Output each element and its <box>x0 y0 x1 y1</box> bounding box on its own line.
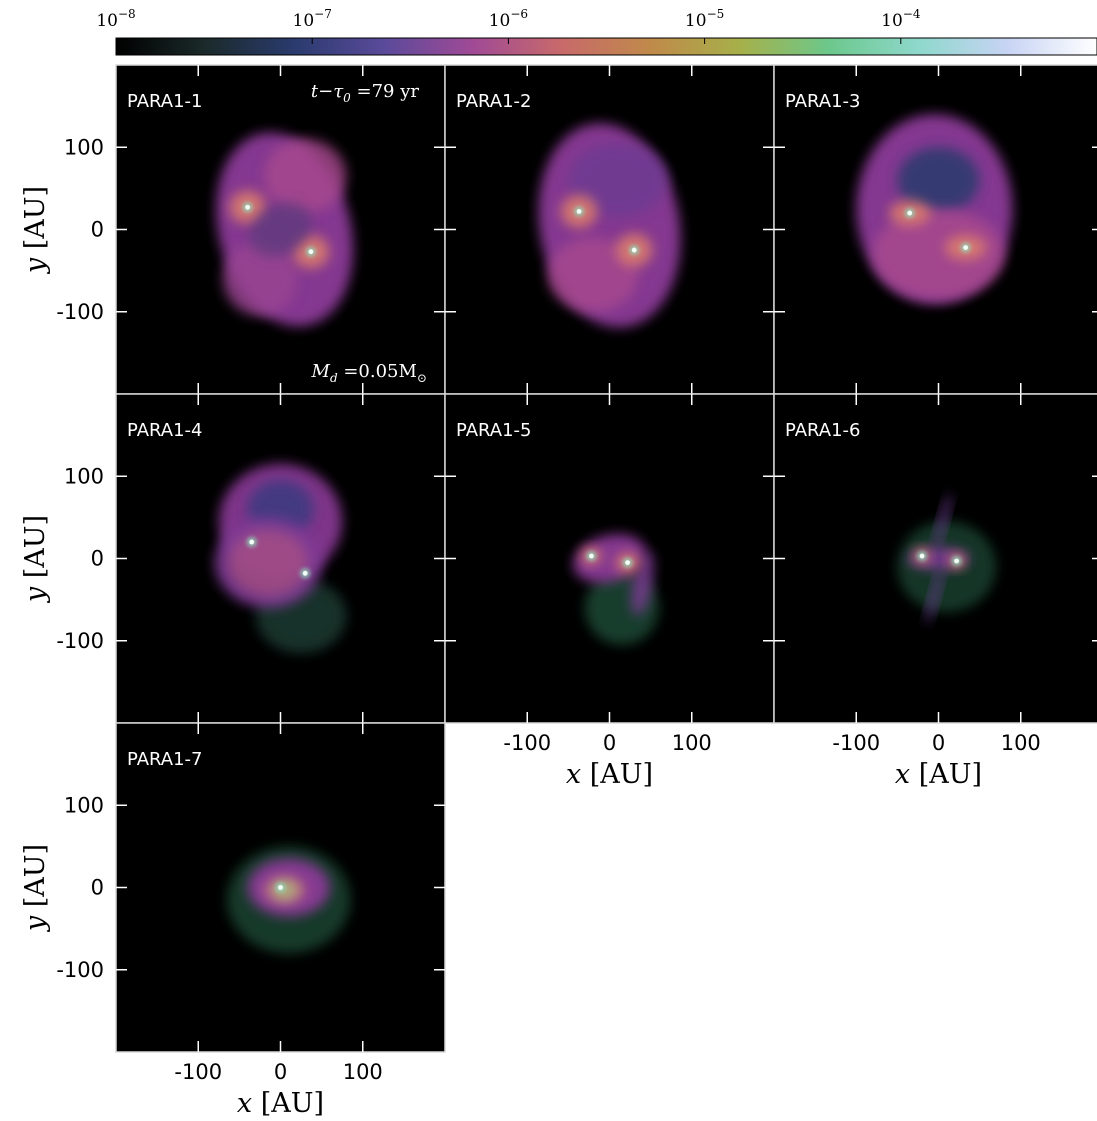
panel-para1-7: PARA1-7 100 0 -100 -100 0 100 <box>56 722 446 1084</box>
y-tick-label: 0 <box>91 547 104 571</box>
colorbar-tick-label: 10−4 <box>881 7 921 31</box>
density-region <box>568 143 668 218</box>
protostar-marker <box>631 247 637 253</box>
protostar-marker <box>278 885 283 890</box>
x-tick-label: 100 <box>1001 731 1041 755</box>
panel-label: PARA1-4 <box>127 420 203 441</box>
panel-label: PARA1-5 <box>456 420 532 441</box>
y-tick-label: 100 <box>64 135 104 159</box>
density-region <box>222 241 297 316</box>
panel-label: PARA1-1 <box>127 91 203 112</box>
axis-labels: y [AU] y [AU] y [AU] x [AU] x [AU] x [AU] <box>20 186 982 1119</box>
x-tick-label: 100 <box>672 731 712 755</box>
y-axis-label: y [AU] <box>20 186 51 274</box>
panel-para1-2: PARA1-2 <box>444 64 775 395</box>
x-tick-label: 0 <box>932 731 945 755</box>
panel-para1-6: PARA1-6 -100 0 100 <box>773 393 1097 755</box>
y-tick-label: 100 <box>64 793 104 817</box>
density-region <box>547 237 639 312</box>
protostar-marker <box>963 245 969 250</box>
colorbar-tick-label: 10−8 <box>96 7 135 31</box>
x-tick-label: -100 <box>832 731 880 755</box>
y-axis-label: y [AU] <box>20 515 51 603</box>
colorbar-gradient <box>115 37 1097 56</box>
y-tick-label: -100 <box>56 958 104 982</box>
protostar-marker <box>302 570 308 576</box>
y-tick-label: 100 <box>64 464 104 488</box>
panel-label: PARA1-3 <box>785 91 861 112</box>
colorbar-tick-label: 10−7 <box>293 7 332 31</box>
panel-label: PARA1-6 <box>785 420 861 441</box>
density-region <box>249 202 312 257</box>
x-tick-label: 0 <box>274 1060 287 1084</box>
colorbar-tick-label: 10−5 <box>685 7 724 31</box>
density-region <box>897 147 980 214</box>
panel-label: PARA1-7 <box>127 749 203 770</box>
y-tick-label: -100 <box>56 300 104 324</box>
protostar-marker <box>576 209 582 214</box>
y-tick-label: -100 <box>56 629 104 653</box>
protostar-marker <box>625 560 630 566</box>
protostar-marker <box>249 539 255 545</box>
panel-para1-5: PARA1-5 -100 0 100 <box>444 393 775 755</box>
panel-para1-4: PARA1-4 100 0 -100 <box>56 393 446 724</box>
protostar-marker <box>919 553 925 559</box>
panel-label: PARA1-2 <box>456 91 532 112</box>
panel-para1-1: PARA1-1 100 0 -100 t−τ0 =79 yr Md =0.05M⊙ <box>56 64 446 395</box>
protostar-marker <box>954 558 959 564</box>
x-axis-label: x [AU] <box>237 1088 324 1119</box>
x-axis-label: x [AU] <box>566 759 653 790</box>
x-tick-label: 0 <box>603 731 616 755</box>
x-axis-label: x [AU] <box>895 759 982 790</box>
y-axis-label: y [AU] <box>20 844 51 932</box>
density-region <box>925 567 943 624</box>
colorbar-tick-label: 10−6 <box>489 7 528 31</box>
time-annotation: t−τ0 =79 yr <box>311 81 420 105</box>
protostar-marker <box>308 249 314 255</box>
x-tick-label: -100 <box>503 731 551 755</box>
colorbar: 10−8 10−7 10−6 10−5 10−4 <box>96 7 1097 56</box>
protostar-marker <box>589 553 594 559</box>
density-region <box>228 529 308 596</box>
mass-annotation: Md =0.05M⊙ <box>311 361 428 385</box>
density-region <box>872 208 1005 300</box>
x-tick-label: 100 <box>343 1060 383 1084</box>
protostar-marker <box>245 204 251 210</box>
panel-para1-3: PARA1-3 <box>773 64 1097 395</box>
density-region <box>264 139 347 214</box>
density-region <box>934 493 952 550</box>
x-tick-label: -100 <box>174 1060 222 1084</box>
y-tick-label: 0 <box>91 218 104 242</box>
protostar-marker <box>907 210 913 216</box>
y-tick-label: 0 <box>91 876 104 900</box>
